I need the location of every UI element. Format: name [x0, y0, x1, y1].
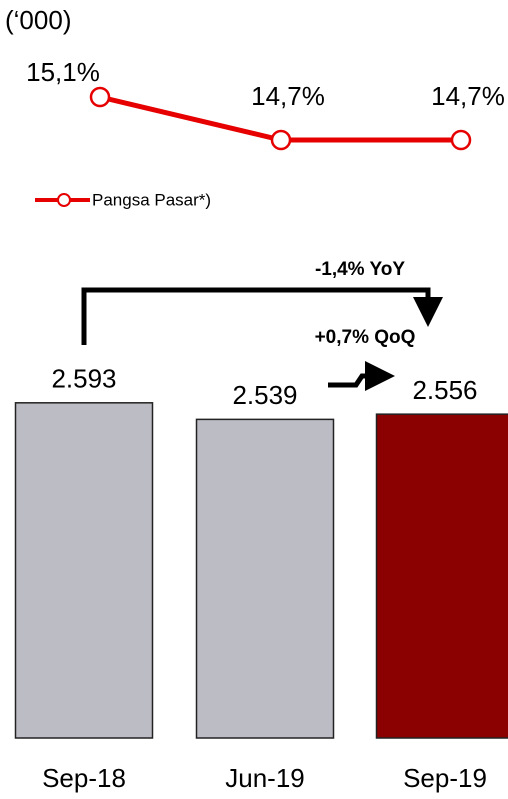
x-tick-label: Sep-18 [42, 763, 126, 793]
point [89, 86, 111, 108]
bar [14, 402, 154, 739]
annotation: -1,4% YoY [315, 259, 405, 280]
legend-label: Pangsa Pasar*) [92, 190, 211, 209]
value-label: 2.593 [51, 364, 116, 394]
unit-label: (‘000) [5, 5, 71, 35]
value-label: 2.556 [412, 375, 477, 405]
value-label: 15,1% [26, 57, 100, 87]
point [450, 129, 472, 151]
legend-marker [57, 193, 71, 207]
bar [195, 418, 335, 739]
qoq-arrow [328, 361, 395, 391]
annotation: +0,7% QoQ [315, 327, 416, 348]
point [270, 129, 292, 151]
value-label: 14,7% [431, 81, 505, 111]
value-label: 14,7% [251, 81, 325, 111]
value-label: 2.539 [232, 380, 297, 410]
bar [375, 413, 508, 739]
x-tick-label: Sep-19 [403, 763, 487, 793]
yoy-arrow [81, 287, 443, 345]
x-tick-label: Jun-19 [225, 763, 305, 793]
